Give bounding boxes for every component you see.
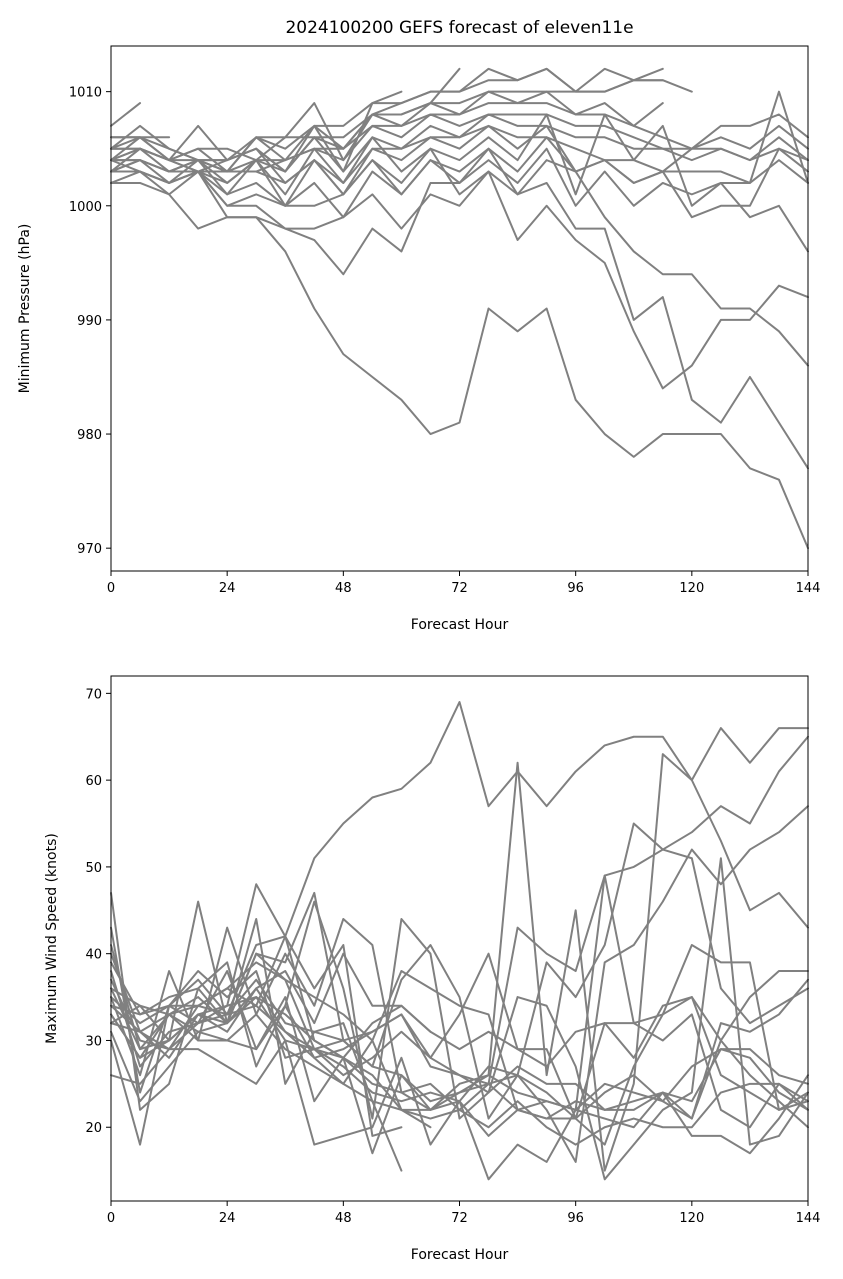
- pressure-series-group: [110, 67, 809, 550]
- pressure-x-tick-label: 144: [796, 581, 821, 596]
- wind-y-tick-label: 70: [85, 687, 102, 702]
- wind-member-line-3: [110, 735, 809, 1111]
- pressure-member-line-6: [110, 67, 664, 173]
- wind-panel: 0 24 48 72 96 120 144 20 30 40 50 60 70 Forecast Ho…: [44, 675, 821, 1263]
- pressure-member-line-15: [110, 136, 809, 219]
- pressure-member-line-12: [110, 124, 809, 184]
- wind-x-tick-label: 72: [451, 1211, 468, 1226]
- pressure-member-line-13: [110, 124, 809, 196]
- wind-member-line-19: [110, 987, 432, 1129]
- wind-y-ticks: 20 30 40 50 60 70: [85, 687, 111, 1136]
- pressure-x-ticks: 0 24 48 72 96 120 144: [107, 571, 821, 596]
- pressure-member-line-18: [110, 170, 809, 390]
- wind-plot-frame: [110, 675, 809, 1202]
- pressure-member-line-1: [110, 102, 142, 127]
- pressure-y-tick-label: 980: [77, 428, 102, 443]
- pressure-x-tick-label: 0: [107, 581, 115, 596]
- wind-x-tick-label: 120: [679, 1211, 704, 1226]
- wind-x-ticks: 0 24 48 72 96 120 144: [107, 1201, 821, 1226]
- pressure-member-line-20: [110, 181, 809, 550]
- pressure-x-tick-label: 48: [335, 581, 352, 596]
- pressure-x-axis-label: Forecast Hour: [411, 617, 509, 633]
- pressure-x-tick-label: 72: [451, 581, 468, 596]
- wind-y-axis-label: Maximum Wind Speed (knots): [44, 833, 60, 1044]
- pressure-x-tick-label: 120: [679, 581, 704, 596]
- wind-series-group: [110, 701, 809, 1181]
- wind-x-tick-label: 96: [567, 1211, 584, 1226]
- pressure-y-ticks: 970 980 990 1000 1010: [69, 86, 111, 557]
- pressure-x-tick-label: 24: [219, 581, 236, 596]
- pressure-y-tick-label: 1000: [69, 200, 102, 215]
- wind-x-tick-label: 24: [219, 1211, 236, 1226]
- wind-y-tick-label: 40: [85, 948, 102, 963]
- pressure-plot-frame: [110, 45, 809, 572]
- wind-x-tick-label: 48: [335, 1211, 352, 1226]
- wind-x-tick-label: 0: [107, 1211, 115, 1226]
- wind-y-tick-label: 50: [85, 861, 102, 876]
- pressure-y-tick-label: 970: [77, 542, 102, 557]
- wind-y-tick-label: 60: [85, 774, 102, 789]
- wind-member-line-20: [110, 961, 432, 1059]
- pressure-member-line-7: [110, 79, 664, 162]
- wind-x-axis-label: Forecast Hour: [411, 1247, 509, 1263]
- wind-x-tick-label: 144: [796, 1211, 821, 1226]
- wind-member-line-18: [110, 917, 403, 1172]
- wind-member-line-7: [110, 961, 809, 1129]
- wind-y-tick-label: 20: [85, 1121, 102, 1136]
- wind-member-line-11: [110, 1039, 809, 1146]
- wind-member-line-17: [110, 926, 403, 1137]
- wind-member-line-16: [110, 857, 809, 1181]
- chart-title: 2024100200 GEFS forecast of eleven11e: [285, 18, 633, 38]
- pressure-y-tick-label: 1010: [69, 86, 102, 101]
- wind-y-tick-label: 30: [85, 1034, 102, 1049]
- pressure-x-tick-label: 96: [567, 581, 584, 596]
- pressure-panel: 2024100200 GEFS forecast of eleven11e 0 2…: [17, 18, 820, 633]
- wind-member-line-14: [110, 874, 809, 1111]
- pressure-y-tick-label: 990: [77, 314, 102, 329]
- pressure-y-axis-label: Minimum Pressure (hPa): [17, 224, 33, 394]
- pressure-member-line-8: [110, 90, 664, 173]
